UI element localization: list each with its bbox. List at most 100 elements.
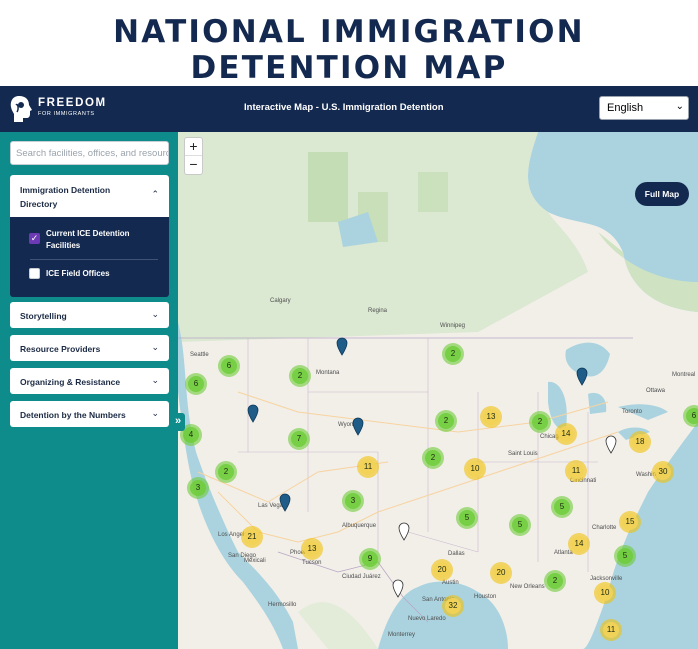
facility-cluster[interactable]: 32 — [442, 595, 464, 617]
cluster-count: 14 — [558, 426, 574, 442]
map-pin-outline-icon[interactable] — [605, 435, 617, 454]
facility-cluster[interactable]: 2 — [435, 410, 457, 432]
map-canvas[interactable]: Calgary Regina Winnipeg Seattle Montana … — [178, 132, 698, 649]
place-label: Wyoming — [338, 422, 363, 428]
facility-cluster[interactable]: 4 — [180, 424, 202, 446]
facility-cluster[interactable]: 10 — [464, 458, 486, 480]
place-label: Winnipeg — [440, 323, 466, 329]
map-pin-icon[interactable] — [576, 367, 588, 386]
place-label: Albuquerque — [342, 523, 377, 529]
facility-cluster[interactable]: 5 — [456, 507, 478, 529]
map-pin-icon[interactable] — [336, 337, 348, 356]
place-label: Ottawa — [646, 388, 666, 394]
profile-head-logo-icon — [10, 96, 32, 122]
facility-cluster[interactable]: 10 — [594, 582, 616, 604]
search-input[interactable]: Search facilities, offices, and resource… — [10, 141, 169, 165]
map-pin-icon[interactable] — [279, 493, 291, 512]
place-label: Los Angeles — [218, 532, 251, 538]
checkbox-checked[interactable]: ✓ — [29, 233, 40, 244]
map-pin-outline-icon[interactable] — [392, 579, 404, 598]
section-detention-by-numbers[interactable]: Detention by the Numbers ⌄ — [10, 401, 169, 427]
logo-name: FREEDOM — [38, 97, 107, 109]
facility-cluster[interactable]: 5 — [614, 545, 636, 567]
cluster-count: 6 — [686, 408, 698, 424]
facility-cluster[interactable]: 13 — [301, 538, 323, 560]
zoom-out-button[interactable]: − — [189, 156, 198, 172]
logo-subtitle: FOR IMMIGRANTS — [38, 111, 95, 117]
cluster-count: 5 — [617, 548, 633, 564]
section-storytelling[interactable]: Storytelling ⌄ — [10, 302, 169, 328]
facility-cluster[interactable]: 13 — [480, 406, 502, 428]
facility-cluster[interactable]: 2 — [215, 461, 237, 483]
facility-cluster[interactable]: 11 — [565, 460, 587, 482]
chevron-down-icon: ⌄ — [151, 342, 159, 352]
zoom-controls: + − — [184, 137, 203, 175]
facility-cluster[interactable]: 2 — [422, 447, 444, 469]
section-label: Organizing & Resistance — [20, 377, 121, 387]
section-resource-providers[interactable]: Resource Providers ⌄ — [10, 335, 169, 361]
place-label: Monterrey — [388, 632, 416, 638]
map-pin-icon[interactable] — [247, 404, 259, 423]
place-label: Cincinnati — [570, 478, 597, 484]
section-organizing-resistance[interactable]: Organizing & Resistance ⌄ — [10, 368, 169, 394]
facility-cluster[interactable]: 18 — [629, 431, 651, 453]
chevron-down-icon: ⌄ — [151, 375, 159, 385]
chevron-down-icon: ⌄ — [151, 309, 159, 319]
facility-cluster[interactable]: 7 — [288, 428, 310, 450]
cluster-count: 6 — [221, 358, 237, 374]
facility-cluster[interactable]: 3 — [342, 490, 364, 512]
facility-cluster[interactable]: 11 — [600, 619, 622, 641]
facility-cluster[interactable]: 2 — [442, 343, 464, 365]
language-select[interactable]: English ⌄ — [599, 96, 689, 120]
facility-cluster[interactable]: 5 — [551, 496, 573, 518]
place-label: San Diego — [228, 553, 257, 559]
facility-cluster[interactable]: 6 — [218, 355, 240, 377]
chevron-up-icon: ⌃ — [151, 189, 159, 199]
facility-cluster[interactable]: 3 — [187, 477, 209, 499]
facility-cluster[interactable]: 5 — [509, 514, 531, 536]
cluster-count: 20 — [493, 565, 509, 581]
cluster-count: 3 — [190, 480, 206, 496]
cluster-count: 13 — [304, 541, 320, 557]
facility-cluster[interactable]: 9 — [359, 548, 381, 570]
section-label: Storytelling — [20, 311, 67, 321]
divider — [30, 259, 158, 260]
place-label: Seattle — [190, 352, 209, 358]
zoom-in-button[interactable]: + — [185, 138, 202, 156]
place-label: Chicago — [540, 434, 563, 440]
cluster-count: 9 — [362, 551, 378, 567]
facility-cluster[interactable]: 11 — [357, 456, 379, 478]
facility-cluster[interactable]: 30 — [652, 461, 674, 483]
page-title: NATIONAL IMMIGRATION DETENTION MAP — [113, 14, 585, 86]
place-label: Tucson — [302, 560, 322, 566]
section-label: Resource Providers — [20, 344, 101, 354]
facility-cluster[interactable]: 6 — [683, 405, 698, 427]
facility-cluster[interactable]: 20 — [431, 559, 453, 581]
directory-header[interactable]: Immigration Detention Directory ⌃ — [10, 175, 169, 217]
place-label: Charlotte — [592, 525, 617, 531]
cluster-count: 5 — [459, 510, 475, 526]
cluster-count: 13 — [483, 409, 499, 425]
facility-cluster[interactable]: 14 — [568, 533, 590, 555]
cluster-count: 10 — [467, 461, 483, 477]
facility-cluster[interactable]: 2 — [289, 365, 311, 387]
facility-cluster[interactable]: 20 — [490, 562, 512, 584]
facility-cluster[interactable]: 6 — [185, 373, 207, 395]
full-map-button[interactable]: Full Map — [635, 182, 689, 206]
checkbox-unchecked[interactable] — [29, 268, 40, 279]
place-label: New Orleans — [510, 584, 545, 590]
sidebar-toggle-handle[interactable]: » — [171, 413, 185, 431]
cluster-count: 2 — [292, 368, 308, 384]
chevron-down-icon: ⌄ — [675, 101, 684, 112]
facility-cluster[interactable]: 15 — [619, 511, 641, 533]
cluster-count: 15 — [622, 514, 638, 530]
cluster-count: 2 — [438, 413, 454, 429]
cluster-count: 6 — [188, 376, 204, 392]
facility-cluster[interactable]: 14 — [555, 423, 577, 445]
facility-cluster[interactable]: 2 — [529, 411, 551, 433]
facility-cluster[interactable]: 2 — [544, 570, 566, 592]
facility-cluster[interactable]: 21 — [241, 526, 263, 548]
map-pin-icon[interactable] — [352, 417, 364, 436]
map-pin-outline-icon[interactable] — [398, 522, 410, 541]
freedom-for-immigrants-logo[interactable]: FREEDOM FOR IMMIGRANTS — [10, 95, 110, 125]
